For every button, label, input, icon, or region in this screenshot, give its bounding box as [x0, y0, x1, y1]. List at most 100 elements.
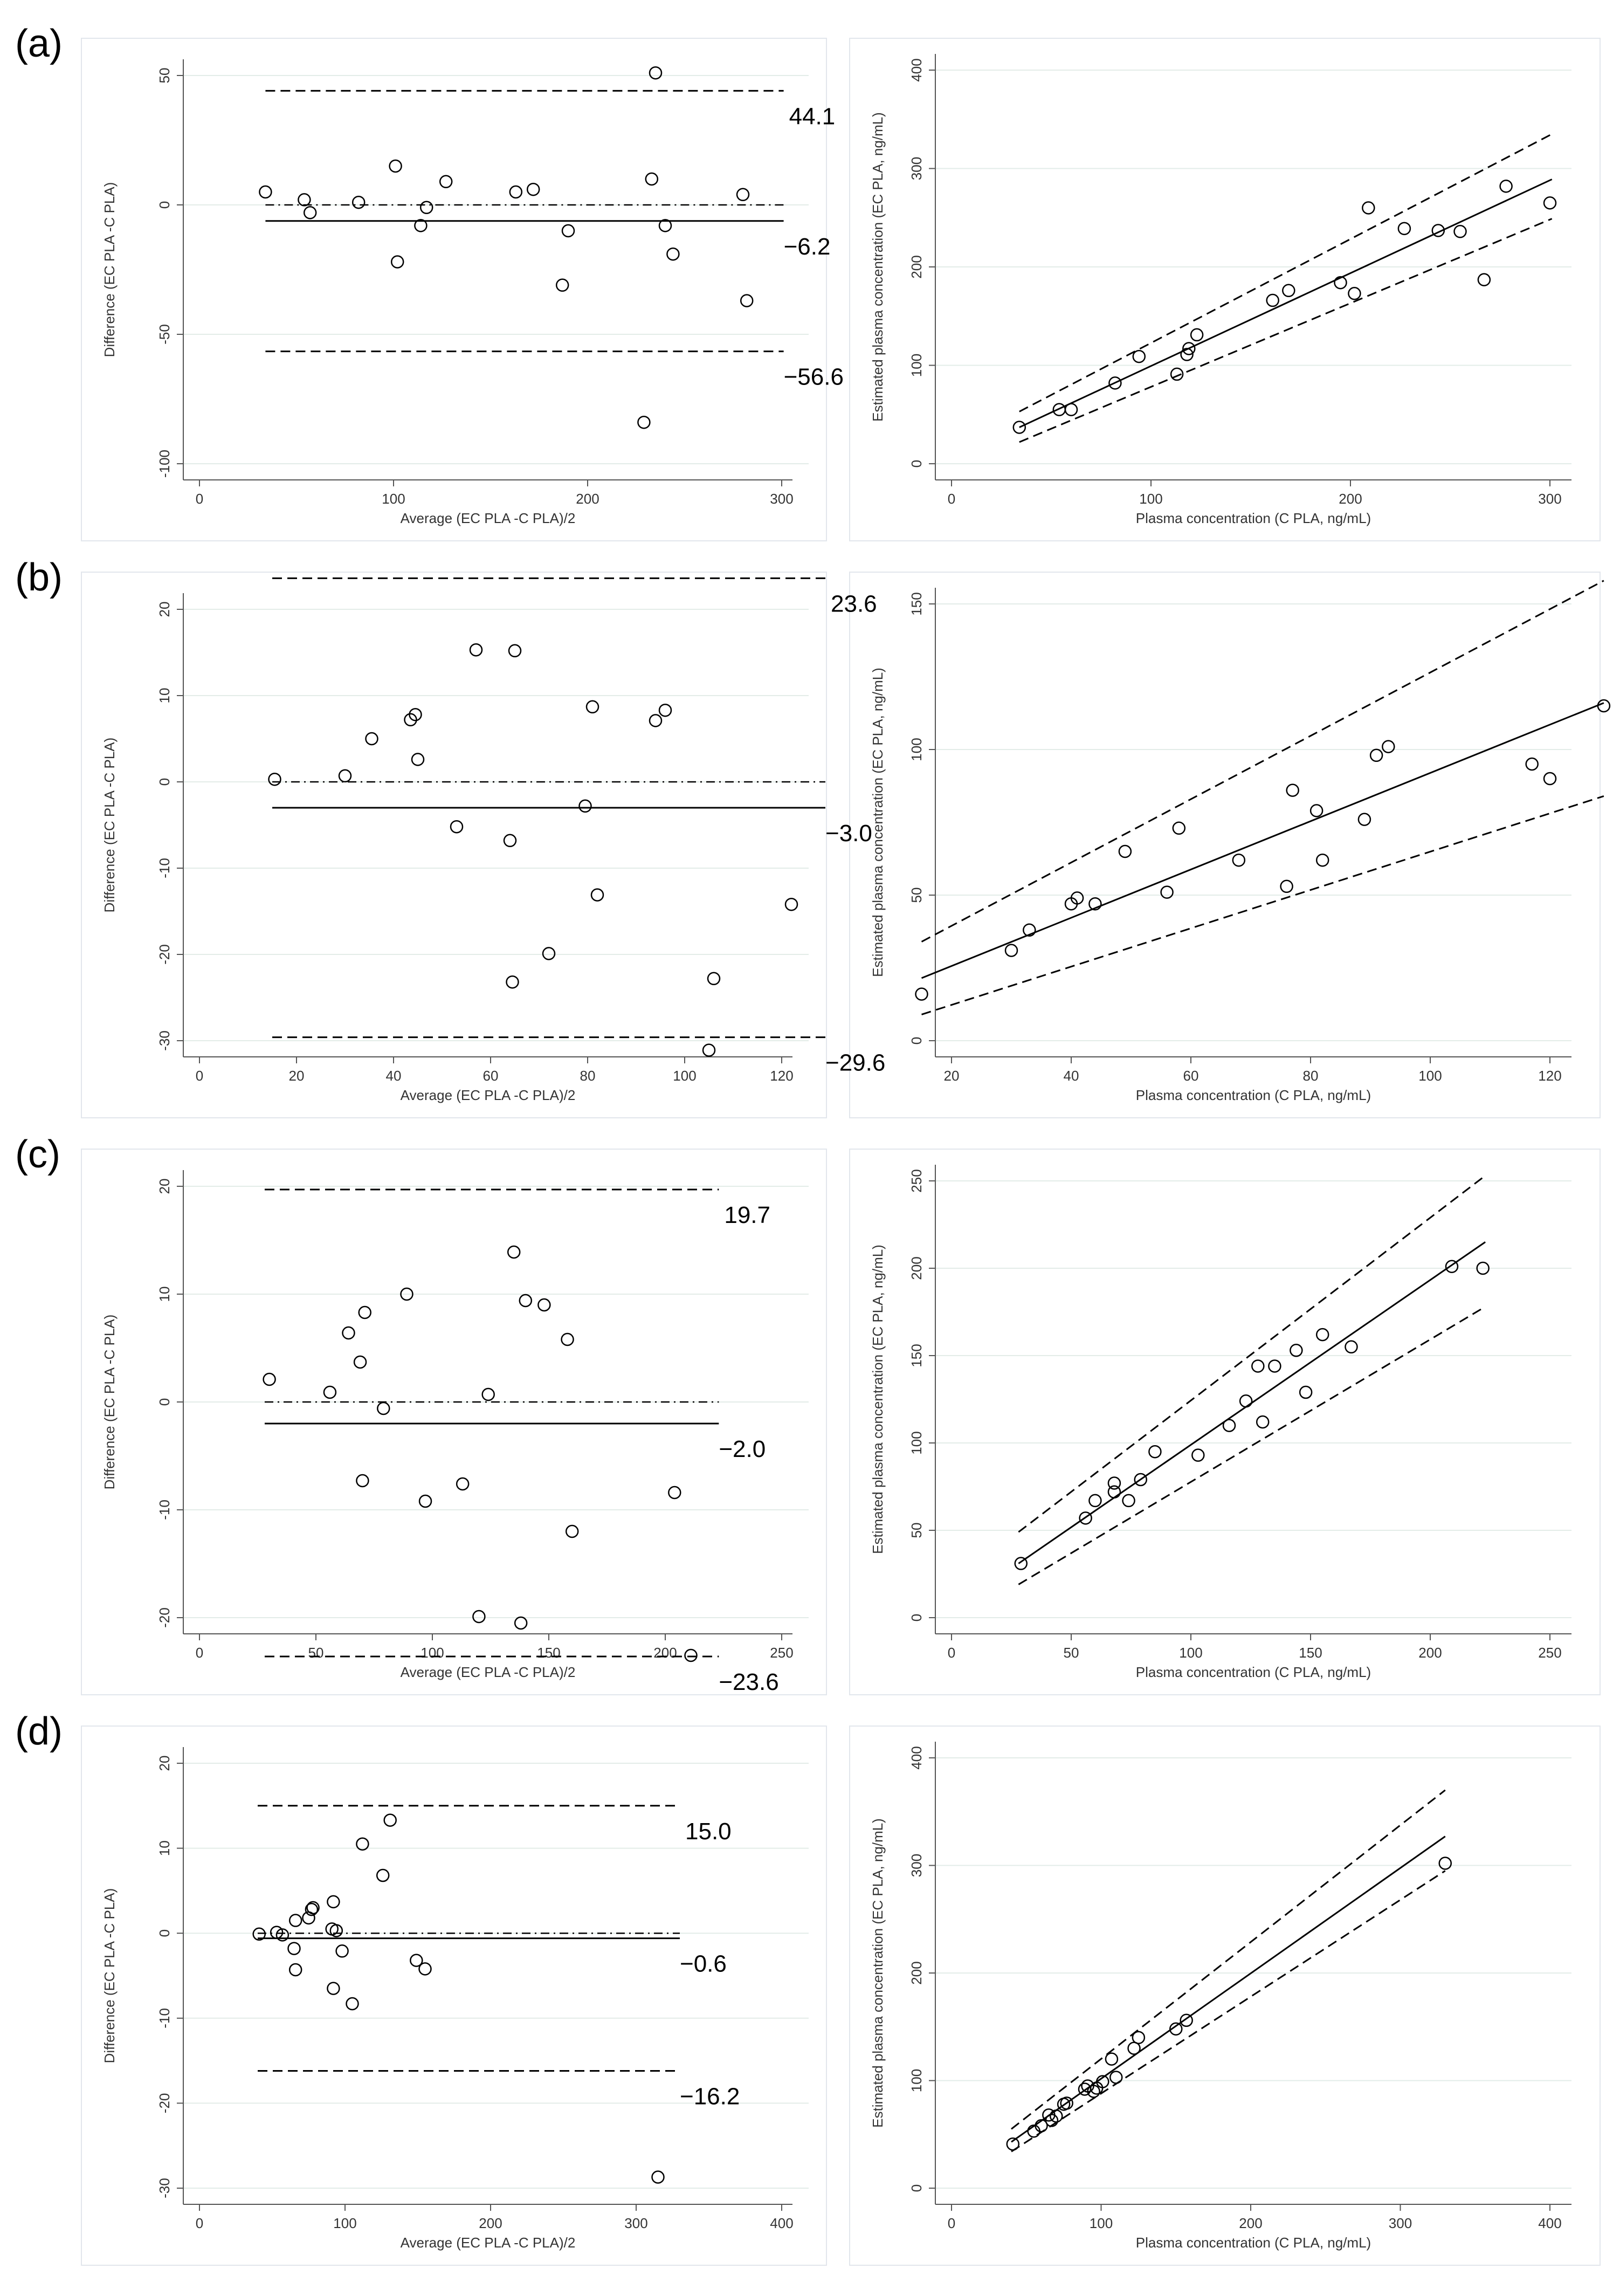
data-point [472, 1610, 486, 1624]
x-tick-label: 100 [1090, 2215, 1113, 2231]
x-axis-title: Plasma concentration (C PLA, ng/mL) [1136, 510, 1371, 526]
data-point [1122, 1494, 1135, 1508]
data-point [353, 1355, 367, 1369]
data-point [1477, 273, 1491, 286]
y-axis-title: Difference (EC PLA -C PLA) [101, 182, 118, 358]
data-point [1290, 1344, 1303, 1357]
data-point [389, 159, 402, 173]
bland-altman-plot [81, 1149, 827, 1695]
data-point [1315, 1328, 1329, 1342]
data-point [404, 713, 417, 727]
lower-limit-label: −23.6 [719, 1669, 778, 1695]
panel-label: (c) [15, 1133, 60, 1176]
data-point [469, 643, 483, 657]
data-point [565, 1524, 579, 1538]
data-point [323, 1385, 337, 1399]
data-point [376, 1868, 390, 1882]
lower-interval-line [1018, 1305, 1486, 1585]
x-tick-label: 200 [576, 491, 599, 507]
data-point [561, 1332, 574, 1346]
y-tick-label: 50 [156, 68, 173, 84]
x-tick-label: 0 [196, 1068, 203, 1084]
y-tick-label: 10 [156, 688, 173, 704]
data-point [1107, 1476, 1121, 1490]
data-point [509, 185, 523, 199]
data-point [1064, 403, 1078, 416]
panel-label: (a) [15, 22, 63, 65]
data-point [418, 1962, 432, 1976]
x-tick-label: 100 [1139, 491, 1162, 507]
data-point [1268, 1359, 1281, 1373]
data-point [411, 753, 425, 766]
y-tick-label: 150 [908, 592, 925, 615]
data-point [409, 707, 422, 721]
data-point [450, 820, 464, 834]
data-point [418, 1494, 432, 1508]
data-point [684, 1648, 698, 1662]
data-point [1169, 2022, 1183, 2036]
lower-limit-label: −16.2 [680, 2084, 740, 2110]
data-point [1334, 276, 1347, 290]
x-tick-label: 80 [580, 1068, 596, 1084]
data-point [456, 1477, 470, 1491]
data-point [365, 732, 378, 746]
y-tick-label: 150 [908, 1344, 925, 1367]
y-tick-label: 0 [156, 1398, 173, 1406]
data-point [1362, 201, 1375, 215]
data-point [1286, 783, 1299, 797]
x-tick-label: 300 [624, 2215, 647, 2231]
upper-limit-label: 44.1 [789, 103, 836, 129]
y-tick-label: 0 [908, 2184, 925, 2192]
y-tick-label: 0 [156, 201, 173, 209]
x-tick-label: 300 [770, 491, 793, 507]
y-tick-label: 0 [908, 1614, 925, 1621]
y-tick-label: 0 [908, 1037, 925, 1044]
regression-line [921, 702, 1604, 979]
x-tick-label: 150 [537, 1645, 560, 1661]
data-point [1050, 2109, 1063, 2123]
data-point [1299, 1385, 1313, 1399]
y-tick-label: 50 [908, 888, 925, 903]
y-tick-label: -10 [156, 858, 173, 878]
data-point [356, 1837, 369, 1851]
data-point [268, 772, 281, 786]
data-point [537, 1298, 551, 1312]
data-point [590, 888, 604, 902]
x-axis-title: Average (EC PLA -C PLA)/2 [401, 1087, 576, 1103]
mean-difference-label: −2.0 [719, 1436, 766, 1462]
data-point [1180, 348, 1194, 361]
x-tick-label: 50 [1064, 1645, 1079, 1661]
data-point [1476, 1261, 1490, 1275]
upper-interval-line [1019, 133, 1553, 413]
x-axis-title: Average (EC PLA -C PLA)/2 [401, 2235, 576, 2251]
x-axis-title: Average (EC PLA -C PLA)/2 [401, 510, 576, 526]
data-point [1109, 2071, 1123, 2084]
x-tick-label: 100 [1179, 1645, 1202, 1661]
y-tick-label: 50 [908, 1523, 925, 1538]
y-tick-label: -50 [156, 324, 173, 345]
data-point [419, 201, 433, 215]
x-tick-label: 200 [653, 1645, 677, 1661]
data-point [651, 2170, 665, 2184]
data-point [503, 834, 517, 848]
data-point [1445, 1260, 1459, 1274]
mean-difference-label: −6.2 [784, 233, 831, 260]
data-point [305, 1902, 319, 1916]
data-point [1107, 1485, 1121, 1498]
regression-line [1011, 1836, 1446, 2143]
x-tick-label: 200 [1239, 2215, 1262, 2231]
data-point [585, 700, 599, 714]
data-point [1088, 1494, 1102, 1508]
data-point [351, 195, 366, 209]
data-point [1134, 1473, 1148, 1487]
data-point [1088, 897, 1102, 911]
data-point [1348, 287, 1361, 300]
data-point [335, 1944, 349, 1958]
data-point [666, 247, 680, 261]
x-tick-label: 150 [1299, 1645, 1322, 1661]
data-point [288, 1963, 302, 1977]
data-point [1543, 772, 1557, 786]
data-point [1132, 349, 1146, 363]
lower-limit-label: −29.6 [825, 1050, 885, 1076]
data-point [1499, 180, 1513, 193]
